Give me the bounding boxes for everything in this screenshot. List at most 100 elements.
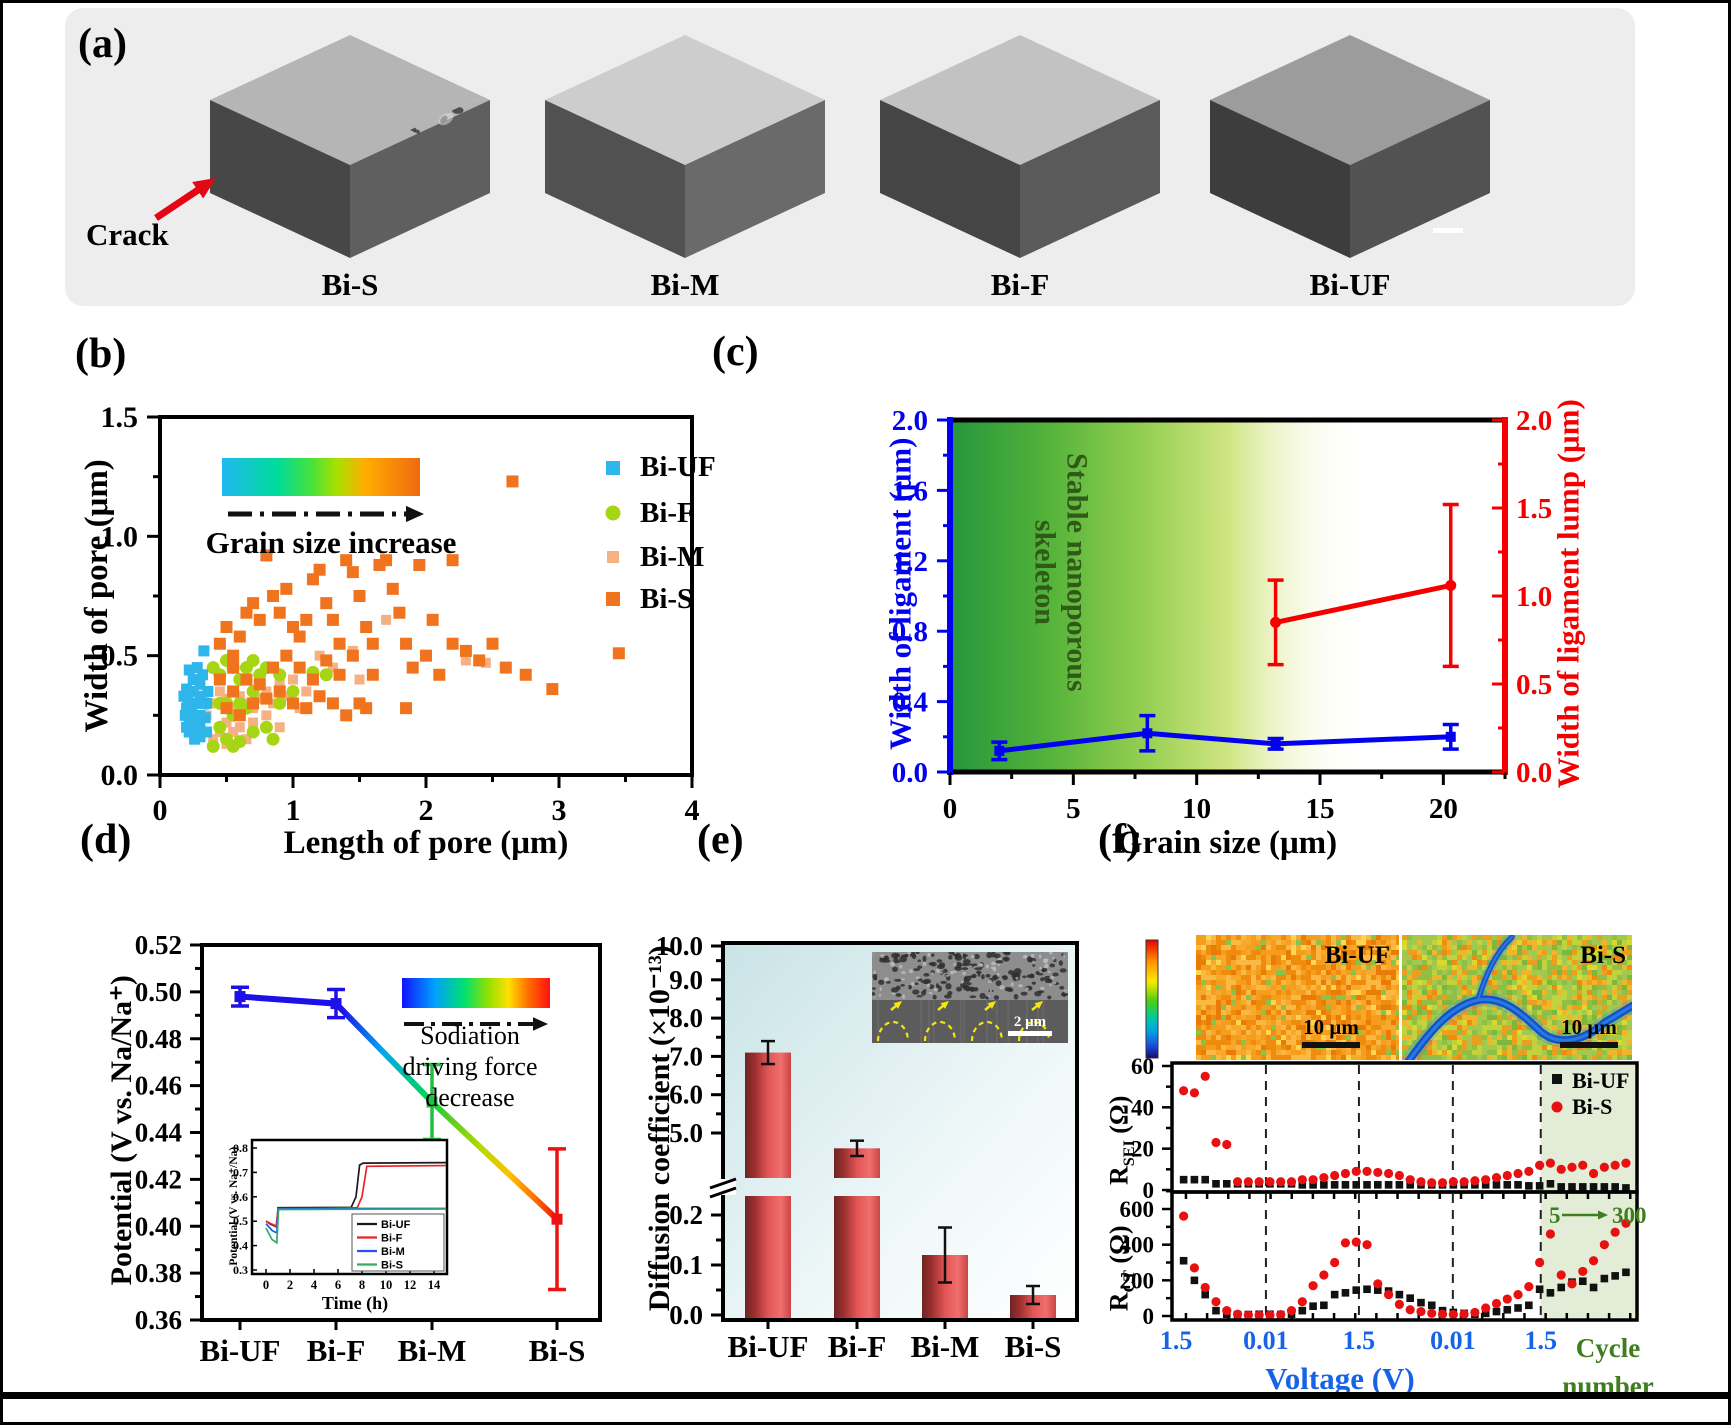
map-bis [1402,935,1632,1060]
sample-label-bis: Bi-S [321,267,379,302]
tick-label: 0.40 [135,1211,182,1241]
sample-block-Bi-M [545,35,825,258]
sample-block-Bi-F [880,35,1160,258]
tick-label: 0.8 [233,1141,248,1155]
d-annotation-line1: Sodiation [420,1021,520,1050]
tick-label: 300 [1612,1203,1647,1228]
tick-label: 0.0 [1516,757,1552,789]
panel-e: 2 μm 5.0 6.0 7.0 8.0 9.0 10.0 0.0 0.1 0.2 [656,931,1079,1330]
tick-label: 1.5 [1516,493,1552,525]
tick-label: 8.0 [669,1003,703,1033]
f-rct-points [1179,1211,1631,1320]
b-scatter-Bi-UF [178,645,214,745]
f-cycle-annotation: 5 300 [1549,1203,1647,1228]
f-cycle-label-1: Cycle [1575,1333,1641,1363]
tick-label: 0.36 [135,1305,182,1335]
tick-label: 1.2 [892,546,928,578]
tick-label: 0 [263,1278,269,1292]
tick-label: 0.6 [233,1190,248,1204]
f-rsei-points [1179,1071,1631,1192]
panel-d-label: (d) [80,817,132,863]
tick-label: 200 [1120,1268,1155,1293]
d-inset-legend: Bi-UF Bi-FBi-M Bi-S [351,1213,445,1272]
e-cat-bif: Bi-F [827,1329,887,1364]
tick-label: 0 [1143,1178,1155,1203]
f-rsei-points-Bi-S [1179,1071,1631,1188]
c-series-right [1267,502,1459,669]
tick-label: 8 [359,1278,365,1292]
d-inset-x-axis-label: Time (h) [321,1293,389,1313]
sample-label-biuf: Bi-UF [1309,267,1391,302]
panel-a-label: (a) [78,21,127,67]
tick-label: 0.0 [101,759,139,792]
panel-a [65,8,1635,306]
tick-label: 0.01 [1243,1326,1289,1355]
e-cat-bis: Bi-S [1004,1329,1062,1364]
tick-label: 0 [943,793,958,825]
f-x-axis-label: Voltage (V) [1265,1361,1415,1396]
tick-label: 0.0 [892,757,928,789]
tick-label: 0.8 [892,616,928,648]
tick-label: 9.0 [669,965,703,995]
sodiation-arrow [404,1017,548,1031]
d-annotation-line2: driving force [402,1052,538,1081]
tick-label: 1.0 [101,520,139,553]
b-scatter [178,475,625,753]
tick-label: 10 [380,1278,393,1292]
tick-label: 600 [1120,1197,1155,1222]
tick-label: 10.0 [656,931,703,961]
tick-label: 0 [1143,1304,1155,1329]
d-cat-bim: Bi-M [397,1333,467,1368]
d-errorbar [231,985,249,1008]
e-cat-bim: Bi-M [910,1329,980,1364]
sample-label-bim: Bi-M [650,267,720,302]
panel-d: 0.360.380.400.420.440.460.480.500.520 2 4 6… [135,930,602,1335]
b-legend-label-bim: Bi-M [640,541,705,573]
b-axes: 0 1 2 3 4 0.0 0.5 1.0 1.5 [101,401,700,827]
tick-label: 0.5 [1516,669,1552,701]
tick-label: 2 μm [1014,1014,1047,1030]
tick-label: 0.0 [669,1300,703,1330]
tick-label: 0.2 [669,1200,703,1230]
tick-label: 1.6 [892,475,928,507]
d-cat-bis: Bi-S [528,1333,586,1368]
tick-label: 1.5 [1160,1326,1193,1355]
d-cat-bif: Bi-F [306,1333,366,1368]
tick-label: Bi-S [381,1260,403,1272]
tick-label: 1.5 [101,401,139,434]
tick-label: 400 [1120,1233,1155,1258]
tick-label: 1.0 [1516,581,1552,613]
panel-b: 0 1 2 3 4 0.0 0.5 1.0 1.5 [101,401,700,827]
tick-label: 0.4 [892,687,928,719]
e-bar-Bi-S [1010,1284,1056,1318]
d-annotation-line3: decrease [425,1083,515,1112]
c-series-left [991,713,1459,762]
tick-label: 0.52 [135,930,182,960]
e-inset-sem: 2 μm [872,952,1068,1043]
f-rct-points-Bi-S [1179,1211,1631,1320]
tick-label: 3 [552,794,567,827]
tick-label: 0 [153,794,168,827]
e-bar-Bi-M [922,1226,968,1318]
panel-e-label: (e) [697,817,744,863]
tick-label: 0.38 [135,1258,182,1288]
panel-f-label: (f) [1098,817,1140,863]
tick-label: 2.0 [892,405,928,437]
tick-label: Bi-F [381,1233,403,1245]
panel-b-label: (b) [75,331,127,377]
tick-label: 4 [311,1278,318,1292]
tick-label: 2 [419,794,434,827]
tick-label: 0.44 [135,1118,182,1148]
e-bar-Bi-UF [745,1039,791,1318]
d-inset-series [265,1161,447,1245]
tick-label: 2 [287,1278,293,1292]
tick-label: Bi-M [381,1246,405,1258]
tick-label: 0.46 [135,1071,182,1101]
tick-label: 5 [1066,793,1081,825]
grain-size-arrow [228,505,424,523]
sample-block-Bi-UF [1210,35,1490,258]
